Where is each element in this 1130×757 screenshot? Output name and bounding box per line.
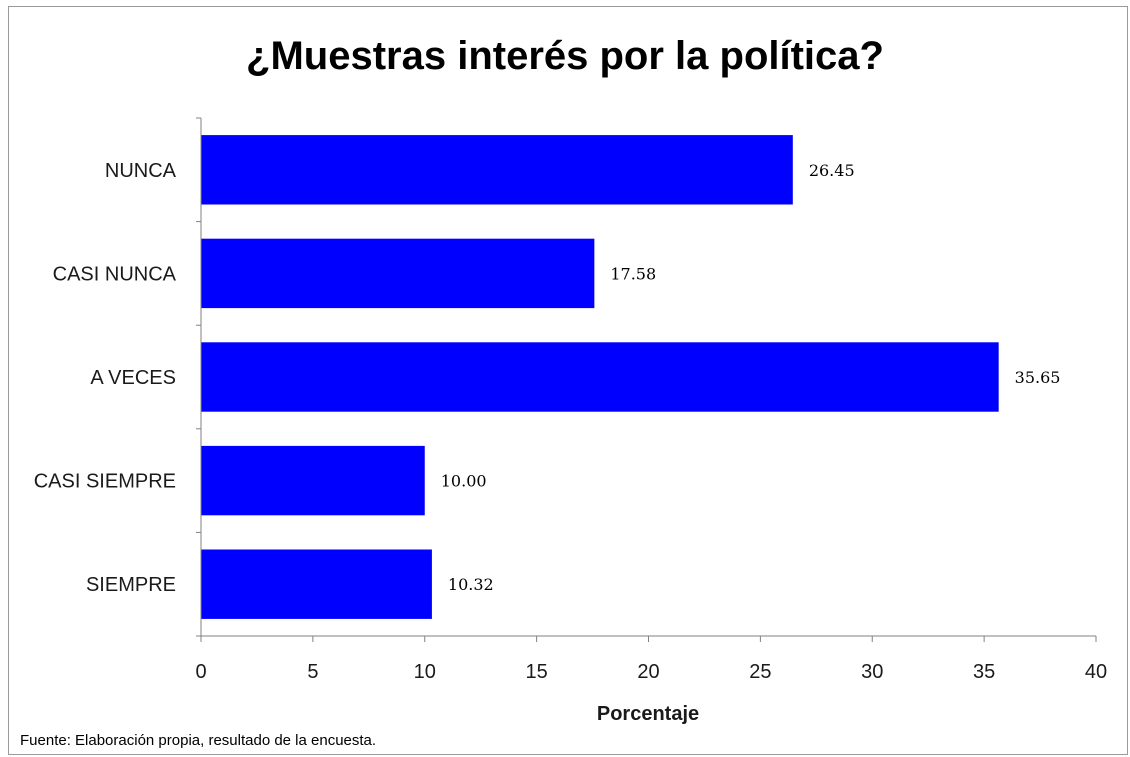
category-label: SIEMPRE [86, 574, 176, 596]
category-label: CASI SIEMPRE [34, 471, 176, 493]
data-label: 35.65 [1015, 368, 1061, 387]
x-tick-label: 0 [195, 661, 206, 683]
data-label: 10.00 [441, 472, 487, 491]
bar-a-veces [201, 342, 999, 412]
x-tick-label: 20 [637, 661, 659, 683]
data-label: 17.58 [610, 264, 656, 283]
x-tick-label: 15 [526, 661, 548, 683]
x-tick-label: 35 [973, 661, 995, 683]
source-note: Fuente: Elaboración propia, resultado de… [20, 732, 377, 749]
bar-casi-siempre [201, 445, 425, 516]
bar-casi-nunca [201, 238, 595, 309]
axis-layer: NUNCA CASI NUNCA A VECES CASI SIEMPRE SIEMPR… [34, 117, 1107, 683]
bars-layer: 26.45 17.58 35.65 10.00 10.32 [201, 135, 1060, 619]
x-axis-label: Porcentaje [597, 703, 699, 725]
data-label: 10.32 [448, 575, 494, 594]
category-label: CASI NUNCA [53, 263, 177, 285]
x-tick-label: 40 [1085, 661, 1107, 683]
data-label: 26.45 [809, 161, 855, 180]
chart-title: ¿Muestras interés por la política? [246, 34, 884, 78]
x-tick-label: 25 [749, 661, 771, 683]
category-label: A VECES [90, 367, 176, 389]
x-tick-label: 5 [307, 661, 318, 683]
bar-nunca [201, 135, 793, 205]
x-tick-label: 10 [414, 661, 436, 683]
bar-siempre [201, 549, 432, 619]
x-tick-label: 30 [861, 661, 883, 683]
category-label: NUNCA [105, 160, 177, 182]
